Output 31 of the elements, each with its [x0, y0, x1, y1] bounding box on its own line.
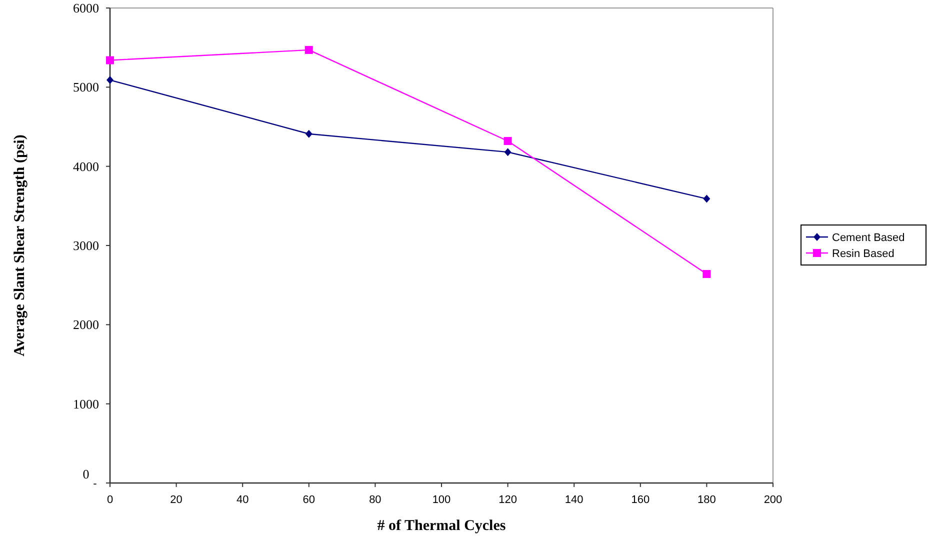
point — [304, 46, 313, 54]
y-tick-label: 5000 — [73, 80, 99, 95]
x-tick-label: 180 — [698, 494, 716, 506]
y-tick-label: 2000 — [73, 317, 99, 332]
x-tick-label: 40 — [236, 494, 249, 506]
x-tick-label: 160 — [631, 494, 650, 506]
legend-label: Resin Based — [832, 248, 894, 260]
y-tick-label: 4000 — [73, 158, 99, 174]
x-axis-title: # of Thermal Cycles — [377, 518, 506, 534]
point — [702, 270, 711, 278]
point — [703, 194, 710, 203]
x-tick-label: 120 — [498, 494, 517, 506]
x-tick-label: 200 — [764, 494, 782, 506]
point — [504, 137, 512, 145]
point — [106, 56, 114, 64]
point — [504, 148, 512, 156]
legend-label: Cement Based — [832, 232, 905, 244]
y-tick-label: 0 — [82, 466, 90, 482]
y-tick-label: 6000 — [73, 0, 99, 16]
y-tick-label: 3000 — [73, 238, 99, 254]
point — [305, 130, 312, 138]
x-tick-label: 100 — [432, 494, 451, 506]
x-tick-label: 60 — [302, 494, 316, 506]
x-tick-label: 80 — [369, 494, 382, 506]
x-tick-label: 20 — [170, 494, 182, 506]
y-tick-label: 1000 — [73, 396, 99, 412]
point — [106, 76, 114, 84]
text: - — [93, 478, 98, 490]
y-axis-title: Average Slant Shear Strength (psi) — [12, 134, 28, 356]
x-tick-label: 0 — [106, 494, 114, 506]
x-tick-label: 140 — [564, 494, 584, 506]
